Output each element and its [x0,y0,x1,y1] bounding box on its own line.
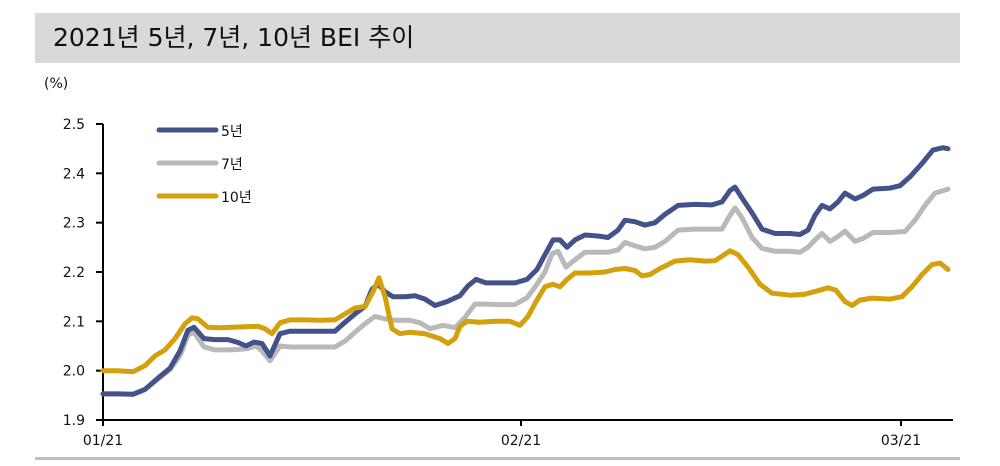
y-tick-label: 2.4 [63,166,85,182]
y-axis: 1.9 2.0 2.1 2.2 2.3 2.4 2.5 [63,117,104,429]
chart-title: 2021년 5년, 7년, 10년 BEI 추이 [53,23,415,52]
legend-label: 5년 [221,124,243,140]
legend-item: 10년 [156,190,252,206]
legend: 5년 7년 10년 [156,124,252,206]
y-axis-unit-label: (%) [44,76,69,92]
x-tick-label: 02/21 [501,433,541,449]
chart-title-bar: 2021년 5년, 7년, 10년 BEI 추이 [35,13,960,63]
y-tick-label: 2.2 [63,265,85,281]
legend-label: 10년 [221,190,252,206]
y-tick-label: 2.1 [63,314,85,330]
x-axis: 01/21 02/21 03/21 [83,419,953,449]
y-tick-label: 2.5 [63,117,85,133]
series-line-10년 [100,248,951,375]
legend-label: 7년 [221,157,243,173]
series-line-7년 [100,186,951,397]
x-tick-label: 01/21 [83,433,123,449]
series-line-5년 [100,145,951,397]
legend-item: 7년 [156,157,243,173]
y-tick-label: 2.3 [63,216,85,232]
legend-item: 5년 [156,124,243,140]
x-tick-label: 03/21 [881,433,921,449]
bottom-divider [35,457,960,460]
series-lines [100,145,951,397]
y-tick-label: 1.9 [63,413,85,429]
y-tick-label: 2.0 [63,364,85,380]
